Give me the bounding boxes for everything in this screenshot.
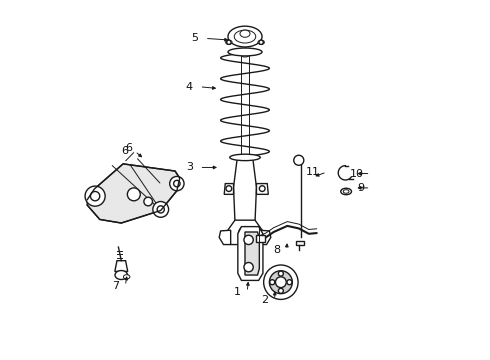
Text: 11: 11 [306,167,320,177]
Polygon shape [224,184,234,194]
Polygon shape [234,159,256,221]
Circle shape [270,271,293,294]
Text: 2: 2 [261,295,269,305]
Circle shape [144,197,152,206]
Circle shape [91,192,100,201]
Polygon shape [256,184,269,194]
Polygon shape [219,230,231,244]
Circle shape [278,271,283,276]
Circle shape [259,40,263,44]
Circle shape [153,202,169,217]
Text: 4: 4 [186,82,193,92]
Circle shape [294,155,304,165]
Ellipse shape [241,53,249,57]
Circle shape [259,186,265,192]
Ellipse shape [225,40,232,44]
Circle shape [239,226,251,239]
Text: 6: 6 [125,143,132,153]
Polygon shape [256,234,265,242]
Circle shape [173,180,180,187]
Ellipse shape [258,40,265,44]
Circle shape [127,188,140,201]
Text: 8: 8 [273,245,280,255]
Circle shape [85,186,105,206]
Circle shape [242,230,248,236]
Circle shape [278,288,283,293]
Ellipse shape [234,30,256,43]
Circle shape [226,186,232,192]
Ellipse shape [341,188,351,195]
Text: 10: 10 [350,168,364,179]
Polygon shape [238,226,263,280]
Circle shape [244,235,253,244]
Ellipse shape [123,275,130,279]
Circle shape [287,280,292,285]
Text: 3: 3 [186,162,193,172]
Polygon shape [228,220,262,244]
Polygon shape [87,164,180,223]
Polygon shape [259,230,271,244]
Ellipse shape [115,271,127,279]
Ellipse shape [228,48,262,56]
Polygon shape [296,241,304,244]
Ellipse shape [343,190,349,193]
Ellipse shape [230,154,260,161]
Text: 5: 5 [192,33,198,43]
Circle shape [275,277,286,288]
Text: 6: 6 [122,146,128,156]
Circle shape [170,176,184,191]
Circle shape [264,265,298,300]
Circle shape [227,40,231,44]
Polygon shape [115,261,128,271]
Circle shape [270,280,275,285]
Circle shape [244,262,253,272]
Text: 7: 7 [112,281,119,291]
Text: 9: 9 [357,183,364,193]
Text: 1: 1 [234,287,241,297]
Ellipse shape [240,30,250,37]
Circle shape [157,206,164,213]
Polygon shape [245,232,259,275]
Ellipse shape [228,26,262,47]
